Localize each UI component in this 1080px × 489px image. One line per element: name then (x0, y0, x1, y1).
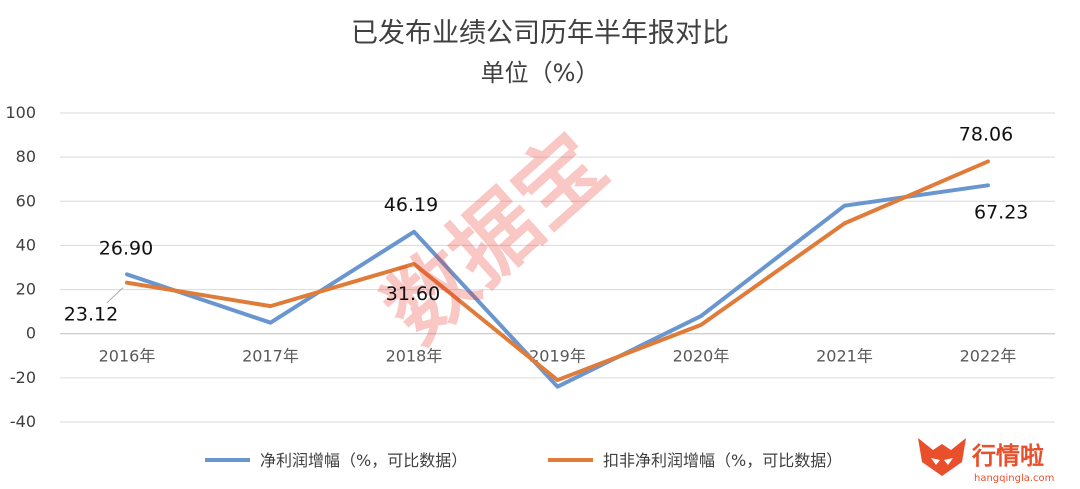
data-label: 23.12 (64, 304, 118, 326)
x-tick-label: 2017年 (242, 347, 299, 366)
chart-title: 已发布业绩公司历年半年报对比 (351, 18, 729, 49)
y-tick-label: 0 (26, 324, 36, 343)
legend: 净利润增幅（%，可比数据） 扣非净利润增幅（%，可比数据） (205, 451, 842, 470)
x-tick-label: 2021年 (816, 347, 873, 366)
x-tick-label: 2018年 (386, 347, 443, 366)
data-label: 46.19 (384, 194, 438, 216)
gridlines (60, 112, 1055, 423)
series-line-0 (125, 183, 990, 389)
chart-subtitle: 单位（%） (481, 59, 600, 87)
x-axis-ticks: 2016年 2017年 2018年 2019年 2020年 2021年 2022年 (99, 347, 1017, 366)
x-tick-label: 2016年 (99, 347, 156, 366)
y-tick-label: -20 (10, 368, 36, 387)
y-tick-label: 60 (16, 191, 36, 210)
y-tick-label: 100 (5, 103, 36, 122)
series-lines (125, 159, 990, 389)
y-tick-label: 40 (16, 235, 36, 254)
data-labels: 26.90 23.12 46.19 31.60 78.06 67.23 (64, 123, 1029, 325)
leader-line (106, 287, 124, 304)
y-tick-label: -40 (10, 412, 36, 431)
x-tick-label: 2019年 (529, 347, 586, 366)
y-axis-ticks: -40 -20 0 20 40 60 80 100 (5, 103, 36, 431)
data-label: 31.60 (386, 283, 440, 305)
logo: 行情啦 hangqingla.com (918, 438, 1054, 484)
legend-label-1: 扣非净利润增幅（%，可比数据） (603, 451, 842, 470)
x-tick-label: 2020年 (673, 347, 730, 366)
legend-label-0: 净利润增幅（%，可比数据） (260, 451, 467, 470)
data-label: 26.90 (99, 237, 153, 259)
series-line-1 (125, 159, 990, 383)
data-label: 67.23 (974, 201, 1028, 223)
logo-name: 行情啦 (971, 442, 1044, 470)
data-label: 78.06 (959, 123, 1013, 145)
x-tick-label: 2022年 (960, 347, 1017, 366)
y-tick-label: 20 (16, 280, 36, 299)
logo-site: hangqingla.com (974, 473, 1054, 484)
fox-head-icon (918, 438, 966, 476)
y-tick-label: 80 (16, 147, 36, 166)
